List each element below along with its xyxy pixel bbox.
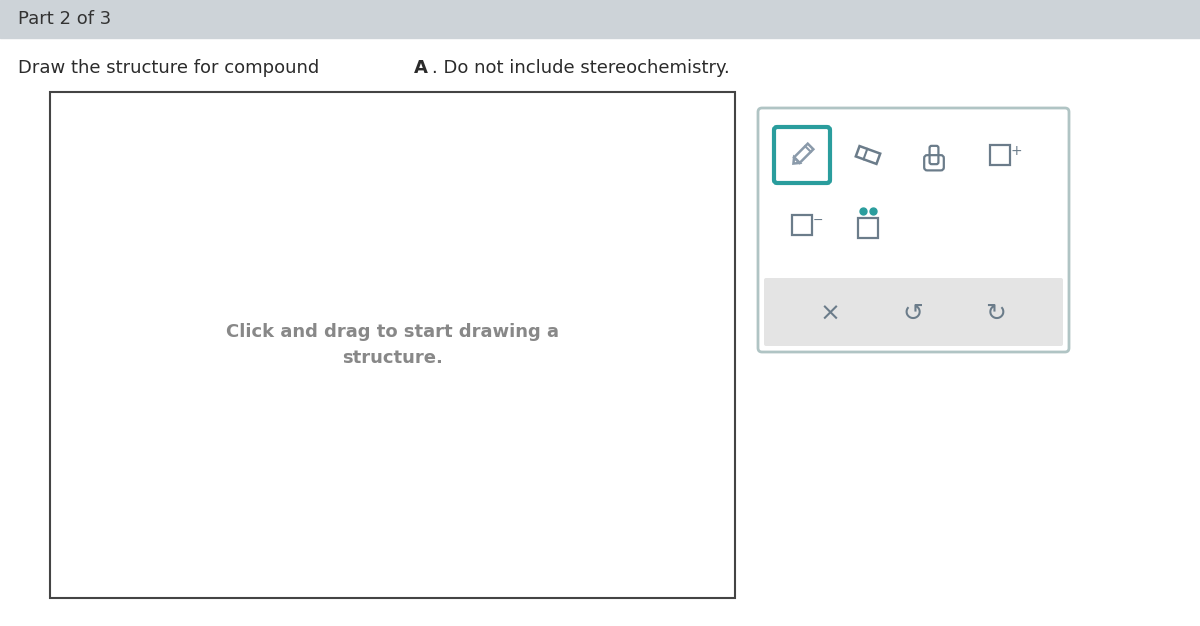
Text: +: + — [1010, 144, 1022, 158]
Text: . Do not include stereochemistry.: . Do not include stereochemistry. — [432, 59, 730, 77]
Text: A: A — [414, 59, 428, 77]
FancyBboxPatch shape — [758, 108, 1069, 352]
Text: ×: × — [820, 302, 840, 326]
Text: Click and drag to start drawing a
structure.: Click and drag to start drawing a struct… — [226, 323, 559, 367]
Text: −: − — [814, 214, 823, 227]
Text: Draw the structure for compound: Draw the structure for compound — [18, 59, 325, 77]
Bar — [0, 0, 1200, 38]
Bar — [50, 92, 734, 598]
Text: ↺: ↺ — [902, 302, 924, 326]
Bar — [858, 218, 878, 238]
Text: Part 2 of 3: Part 2 of 3 — [18, 10, 112, 28]
FancyBboxPatch shape — [764, 278, 1063, 346]
Bar — [792, 215, 812, 235]
Text: ↻: ↻ — [985, 302, 1007, 326]
Bar — [990, 145, 1010, 165]
FancyBboxPatch shape — [774, 127, 830, 183]
